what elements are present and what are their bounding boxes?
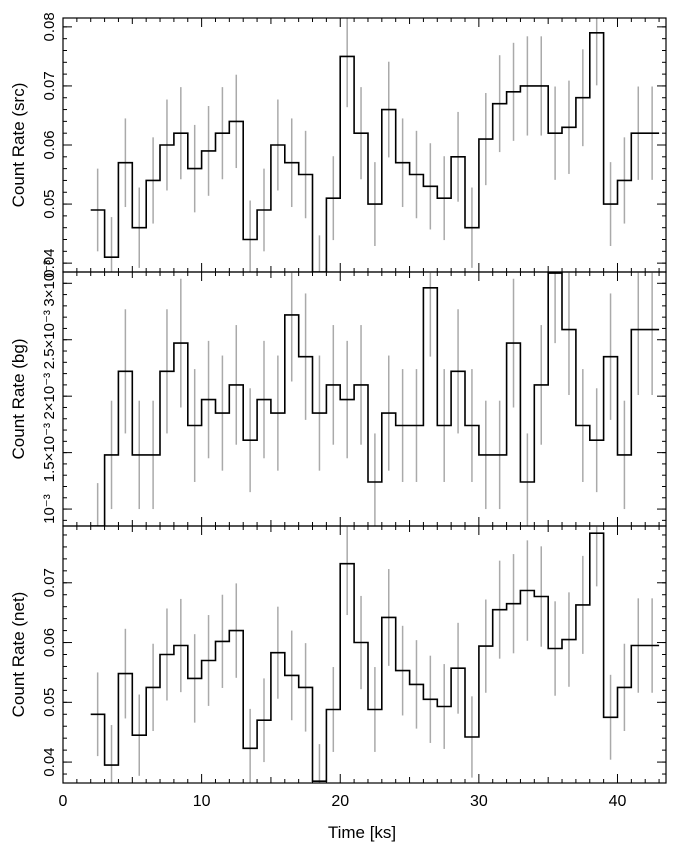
- panel-1: 0.04 0.05 0.06 0.07 0.08 Count Rate (src): [9, 12, 667, 278]
- y-tick-label: 1.5×10⁻³: [41, 423, 58, 482]
- panels-group: 0.04 0.05 0.06 0.07 0.08 Count Rate (src) 10⁻³…: [9, 12, 667, 784]
- y-tick-label: 0.04: [41, 248, 58, 277]
- y-tick-label: 10⁻³: [41, 494, 58, 524]
- y-tick-label: 0.07: [41, 568, 58, 597]
- y-tick-label: 0.08: [41, 12, 58, 41]
- y-tick-label: 3×10⁻³: [41, 260, 58, 307]
- step-series-line: [90, 532, 660, 782]
- y-tick-label: 2.5×10⁻³: [41, 310, 58, 369]
- x-tick-label: 20: [331, 793, 349, 810]
- x-tick-label: 10: [193, 793, 211, 810]
- error-bars: [96, 526, 653, 783]
- y-tick-label: 0.06: [41, 130, 58, 159]
- panel-2: 10⁻³ 1.5×10⁻³ 2×10⁻³ 2.5×10⁻³ 3×10⁻³ Count Ra…: [9, 260, 667, 527]
- y-tick-label: 0.05: [41, 189, 58, 218]
- x-axis: Time [ks] 0 10 20 30 40: [59, 793, 627, 842]
- y-tick-label: 2×10⁻³: [41, 373, 58, 420]
- y-tick-label: 0.06: [41, 628, 58, 657]
- error-bars: [96, 18, 653, 272]
- step-series-line: [90, 272, 660, 526]
- error-bars: [96, 272, 653, 526]
- y-axis-label: Count Rate (src): [9, 83, 28, 208]
- y-axis-label: Count Rate (net): [9, 592, 28, 718]
- y-tick-label: 0.07: [41, 71, 58, 100]
- y-tick-label: 0.05: [41, 688, 58, 717]
- x-axis-label: Time [ks]: [328, 823, 396, 842]
- step-series-line: [90, 31, 660, 272]
- x-tick-label: 40: [609, 793, 627, 810]
- y-tick-label: 0.04: [41, 747, 58, 776]
- panel-3: 0.04 0.05 0.06 0.07 Count Rate (net): [9, 525, 667, 784]
- y-axis-label: Count Rate (bg): [9, 339, 28, 460]
- x-tick-label: 30: [470, 793, 488, 810]
- x-tick-label: 0: [59, 793, 68, 810]
